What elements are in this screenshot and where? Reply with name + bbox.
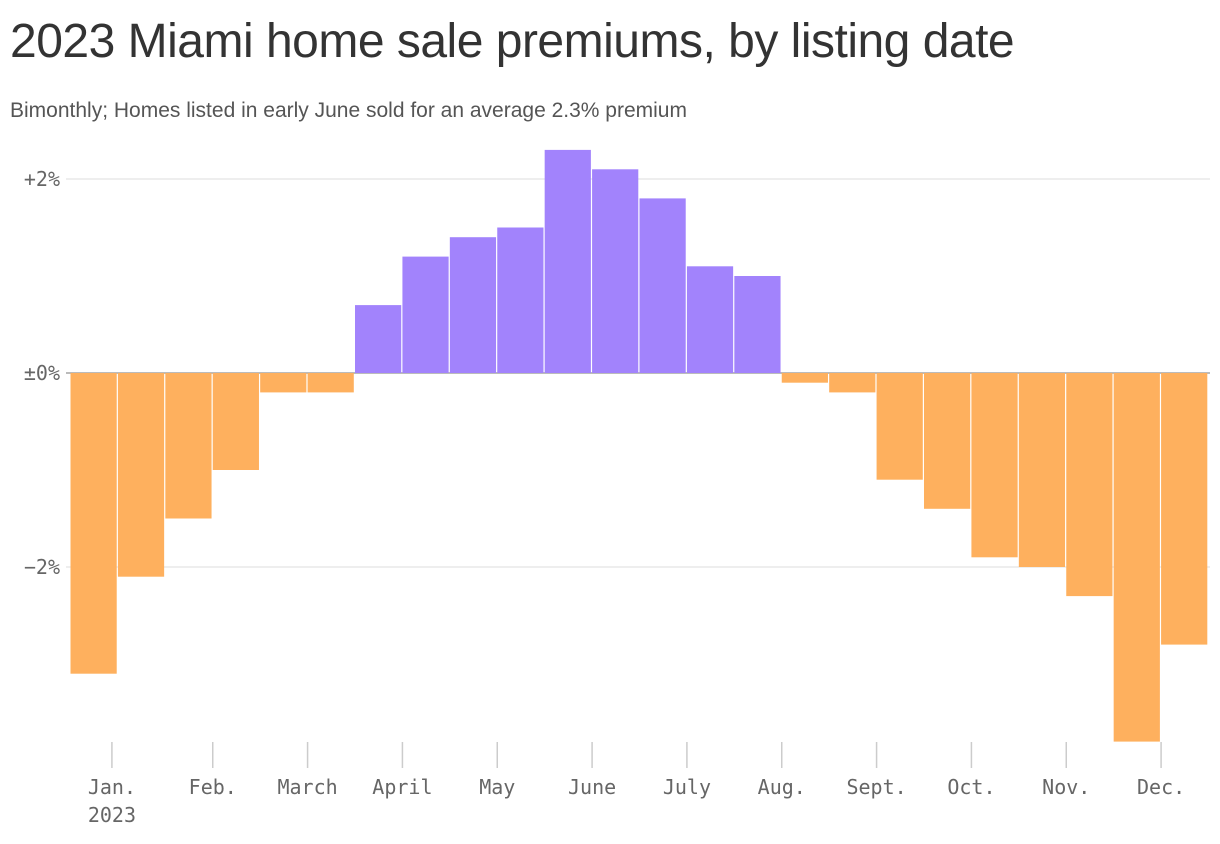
bar <box>497 227 544 373</box>
bar <box>449 237 497 373</box>
x-tick-label: July <box>663 775 711 799</box>
bar <box>402 256 449 373</box>
bar <box>1018 373 1066 567</box>
bar <box>307 373 354 393</box>
bar <box>639 198 686 373</box>
x-tick-label: March <box>277 775 337 799</box>
y-tick-label: +2% <box>24 167 60 191</box>
x-tick-label: Feb. <box>189 775 237 799</box>
bar <box>1113 373 1160 742</box>
chart-subtitle: Bimonthly; Homes listed in early June so… <box>10 99 687 122</box>
bar <box>544 149 591 373</box>
x-tick-sublabel: 2023 <box>88 803 136 827</box>
bar <box>734 276 781 373</box>
bar <box>165 373 212 519</box>
y-tick-label: −2% <box>24 555 60 579</box>
bar <box>355 305 402 373</box>
bar <box>1161 373 1208 645</box>
y-tick-label: ±0% <box>24 361 60 385</box>
x-tick-label: Oct. <box>947 775 995 799</box>
x-tick-label: Nov. <box>1042 775 1090 799</box>
bar <box>1066 373 1113 597</box>
bar <box>686 266 734 373</box>
x-tick-label: Jan. <box>88 775 136 799</box>
chart-title: 2023 Miami home sale premiums, by listin… <box>10 15 1015 68</box>
bar <box>971 373 1018 558</box>
bar <box>876 373 923 480</box>
bar <box>781 373 828 383</box>
bar <box>70 373 117 674</box>
x-tick-label: June <box>568 775 616 799</box>
bar <box>260 373 307 393</box>
x-tick-label: Dec. <box>1137 775 1185 799</box>
bar <box>212 373 259 470</box>
bar <box>592 169 639 373</box>
x-tick-label: Aug. <box>758 775 806 799</box>
x-tick-label: May <box>479 775 515 799</box>
bar <box>117 373 165 577</box>
bar <box>924 373 971 509</box>
x-tick-label: April <box>372 775 432 799</box>
x-tick-label: Sept. <box>846 775 906 799</box>
bar <box>829 373 876 393</box>
